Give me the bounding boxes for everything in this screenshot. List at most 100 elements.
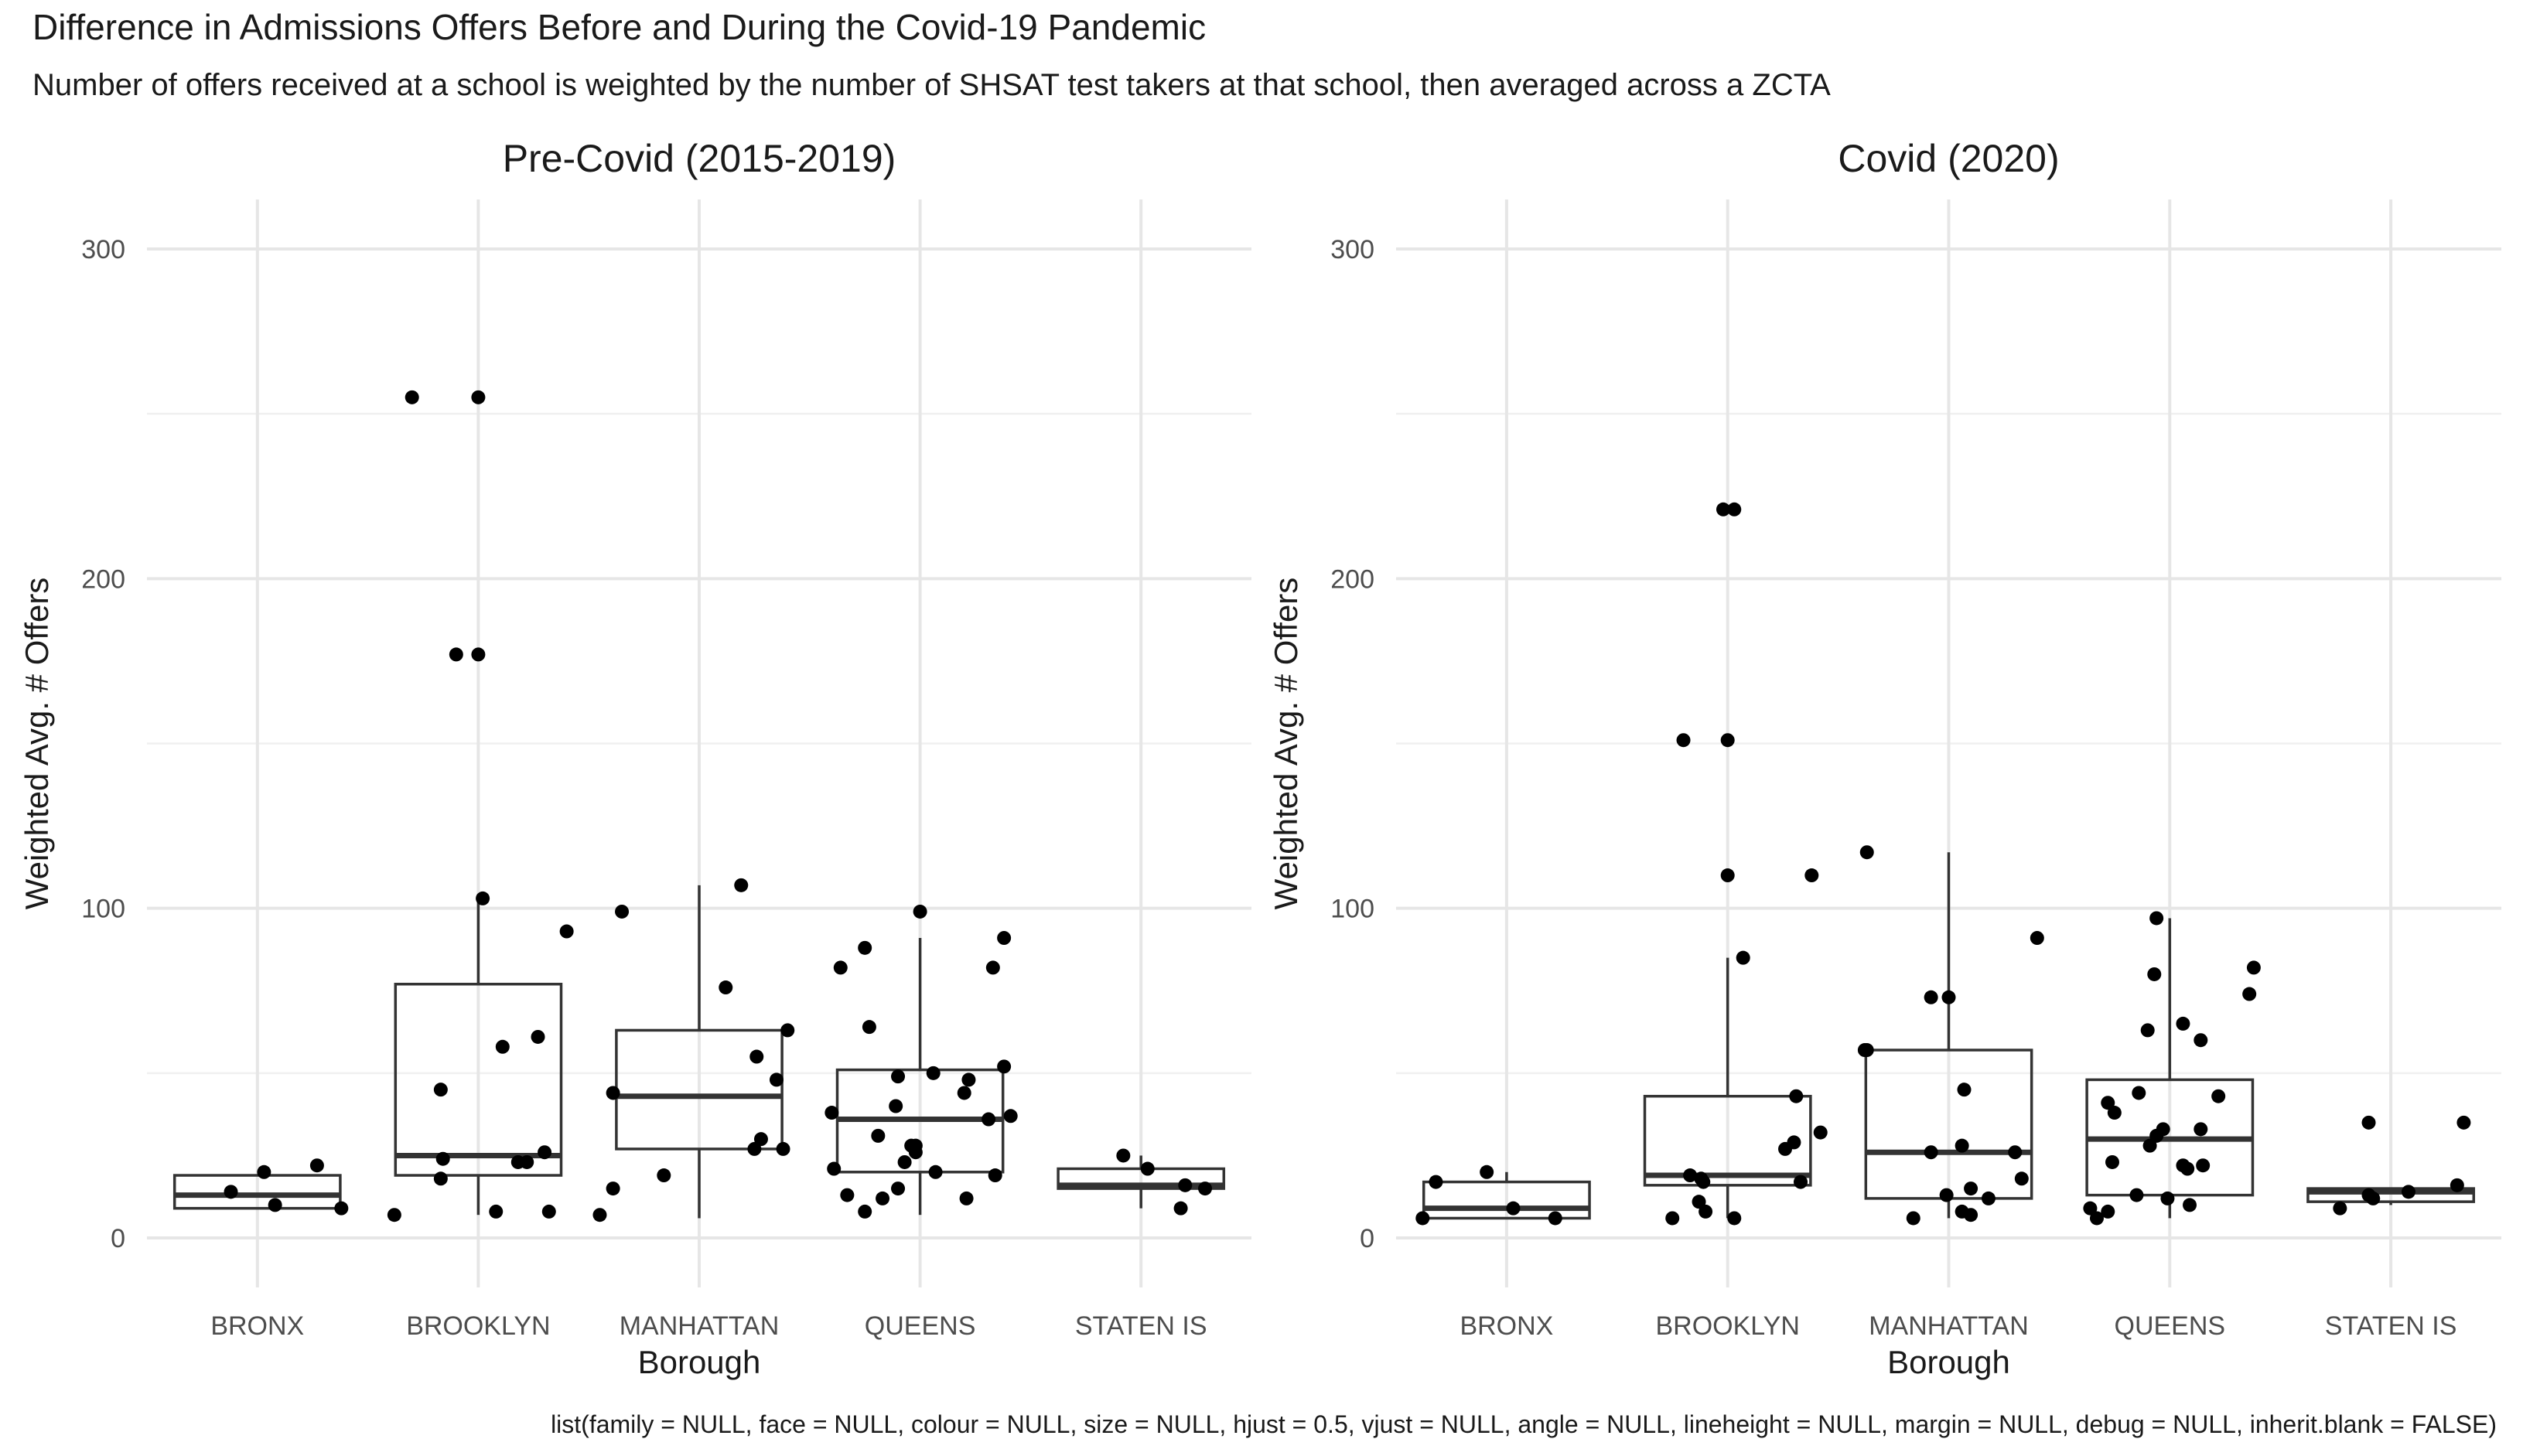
x-tick-label-bronx: BRONX [210,1311,304,1341]
data-point [1415,1211,1430,1226]
data-point [2196,1158,2211,1173]
data-point [2129,1188,2144,1202]
data-point [495,1039,510,1054]
y-tick-label: 0 [1360,1224,1374,1253]
data-point [1939,1188,1954,1202]
data-point [2160,1191,2175,1205]
data-point [1794,1175,1808,1189]
y-tick-label: 0 [111,1224,125,1253]
data-point [1727,1211,1742,1226]
data-point [1480,1164,1494,1179]
y-tick-label: 100 [1330,895,1374,924]
data-point [2194,1122,2208,1137]
x-tick-label-staten-is: STATEN IS [1075,1311,1207,1341]
data-point [2333,1201,2347,1216]
box-iqr [172,1174,342,1210]
data-point [387,1208,401,1222]
data-point [961,1072,976,1087]
data-point [615,904,630,919]
data-point [1699,1204,1713,1219]
points-bronx [1415,1164,1562,1226]
y-tick-label: 300 [1330,235,1374,264]
data-point [1778,1141,1793,1156]
boxplot-brooklyn [1643,957,1812,1219]
data-point [897,1154,912,1169]
x-axis-title: Borough [1887,1344,2010,1380]
data-point [2014,1171,2029,1186]
data-point [1906,1211,1920,1226]
data-point [2246,960,2261,975]
points-brooklyn [387,390,574,1222]
data-point [2101,1096,2115,1110]
data-point [2105,1154,2119,1169]
x-tick-label-bronx: BRONX [1460,1311,1553,1341]
data-point [476,891,490,905]
data-point [2089,1211,2104,1226]
data-point [2450,1178,2464,1192]
y-tick-label: 200 [1330,564,1374,594]
data-point [2147,967,2162,981]
facet-title: Pre-Covid (2015-2019) [503,137,896,180]
data-point [2101,1204,2115,1219]
data-point [405,390,419,404]
boxplot-bronx [172,1174,342,1210]
chart-subtitle: Number of offers received at a school is… [32,68,1831,102]
data-point [776,1141,790,1156]
data-point [2132,1086,2146,1100]
data-point [449,647,463,662]
data-point [1857,1043,1872,1058]
data-point [538,1145,552,1160]
data-point [858,940,872,955]
y-tick-label: 100 [81,895,125,924]
data-point [559,924,574,939]
facet-panel-2: 0 100 200 300 BRONX BROOKLYN MANHATTAN QUEENS ST… [1268,137,2501,1380]
data-point [471,390,486,404]
points-staten-is [1116,1148,1213,1216]
data-point [1696,1175,1711,1189]
data-point [1736,950,1750,965]
data-point [889,1099,903,1113]
y-tick-label: 200 [81,564,125,594]
x-tick-label-manhattan: MANHATTAN [1869,1311,2029,1341]
data-point [1955,1138,1969,1153]
data-point [1676,733,1691,748]
data-point [997,931,1012,946]
data-point [1116,1148,1131,1163]
data-point [592,1208,607,1222]
points-bronx [224,1158,349,1216]
data-point [833,960,848,975]
data-point [926,1066,941,1080]
data-point [1140,1161,1155,1176]
data-point [928,1164,943,1179]
data-point [1859,845,1874,860]
data-point [780,1023,795,1038]
data-point [334,1201,349,1216]
data-point [891,1182,906,1196]
data-point [471,647,486,662]
data-point [1178,1178,1193,1192]
data-point [871,1128,886,1143]
data-point [1964,1208,1978,1222]
boxplot-brooklyn [394,898,563,1216]
data-point [1789,1089,1804,1103]
data-point [531,1029,545,1044]
y-axis-title: Weighted Avg. # Offers [19,578,55,910]
data-point [1957,1083,1972,1097]
data-point [908,1145,923,1160]
box-iqr [1643,1094,1812,1187]
boxplot-staten-is [2306,1187,2476,1205]
data-point [957,1086,971,1100]
data-point [840,1188,855,1202]
data-point [1804,868,1819,883]
data-point [2107,1106,2122,1120]
data-point [2242,987,2257,1001]
data-point [435,1151,450,1166]
data-point [1548,1211,1562,1226]
data-point [489,1204,504,1219]
points-queens [2083,911,2261,1226]
data-point [982,1112,996,1127]
data-point [433,1083,448,1097]
x-tick-label-manhattan: MANHATTAN [620,1311,780,1341]
chart-title: Difference in Admissions Offers Before a… [32,7,1207,47]
